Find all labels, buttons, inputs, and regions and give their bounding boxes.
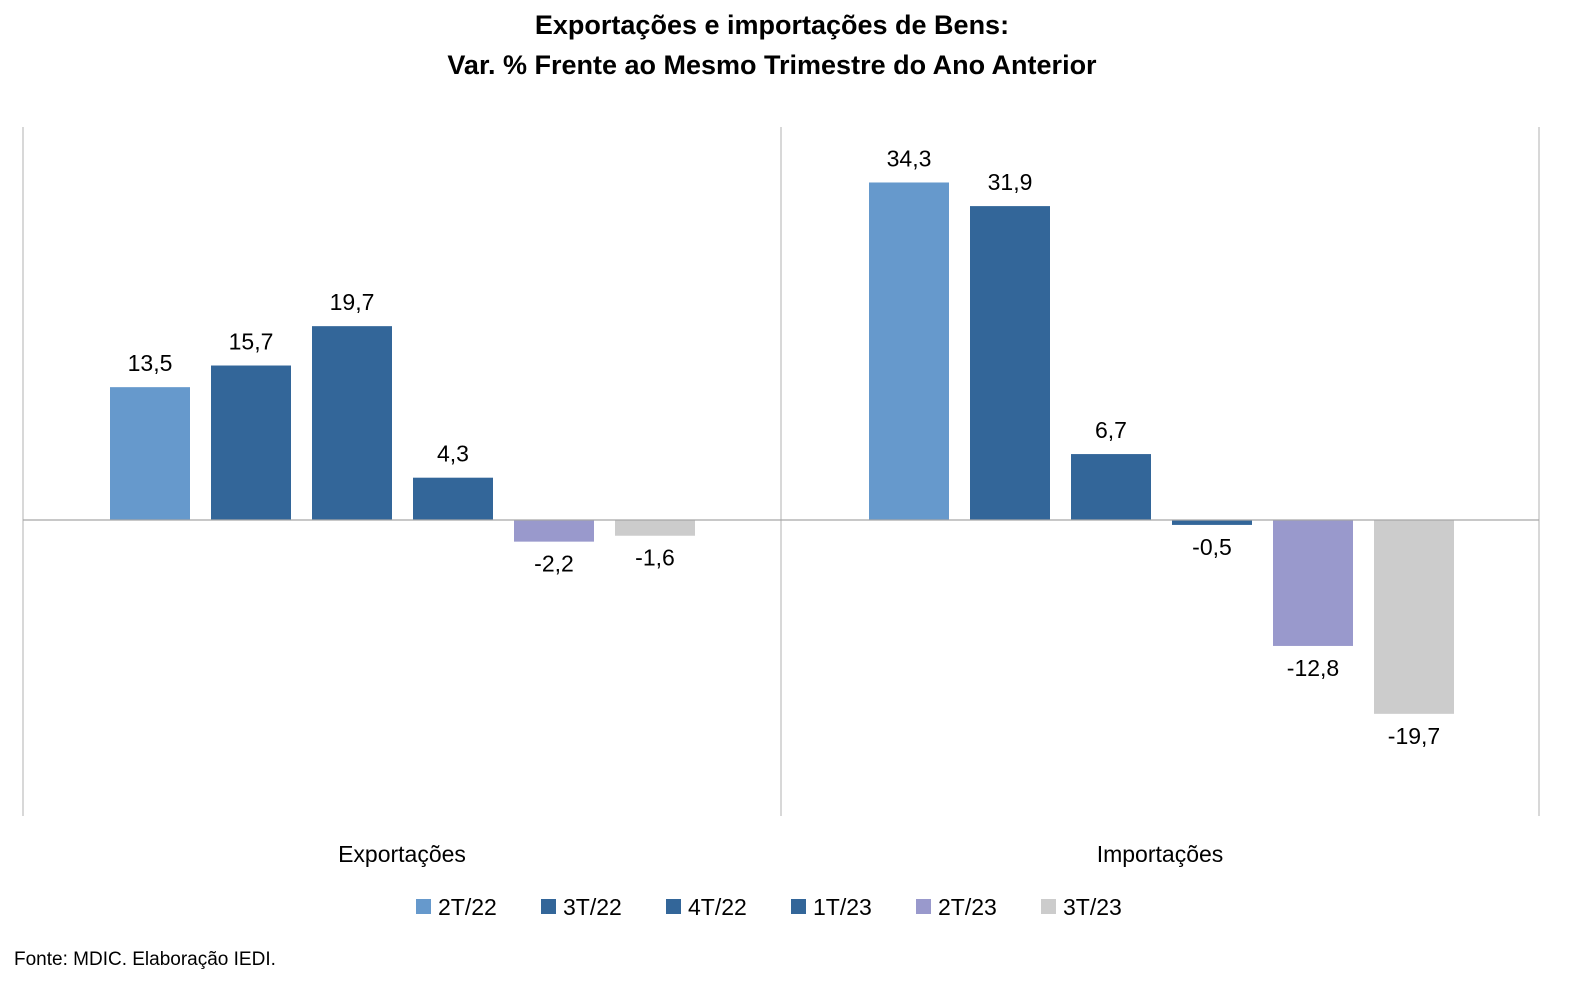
legend-swatch-4T-22 <box>666 899 681 914</box>
data-label-exportacoes-2T-23: -2,2 <box>534 551 574 577</box>
bars-group: 13,5 34,3 15,7 31,9 19,7 6,7 4,3 -0,5 -2,2 -12,8 -… <box>110 145 1454 749</box>
legend-swatch-3T-23 <box>1041 899 1056 914</box>
bar-importacoes-3T-23 <box>1374 520 1454 714</box>
data-label-importacoes-2T-23: -12,8 <box>1287 655 1339 681</box>
data-label-exportacoes-4T-22: 19,7 <box>330 289 375 315</box>
chart-title: Exportações e importações de Bens: <box>535 10 1009 40</box>
bar-exportacoes-4T-22 <box>312 326 392 520</box>
bar-exportacoes-2T-22 <box>110 387 190 520</box>
bar-exportacoes-3T-22 <box>211 365 291 520</box>
bar-exportacoes-1T-23 <box>413 477 493 520</box>
legend-label-2T-22: 2T/22 <box>438 894 497 920</box>
legend-swatch-1T-23 <box>791 899 806 914</box>
legend-label-1T-23: 1T/23 <box>813 894 872 920</box>
legend-label-3T-22: 3T/22 <box>563 894 622 920</box>
data-label-exportacoes-3T-23: -1,6 <box>635 545 675 571</box>
bar-exportacoes-3T-23 <box>615 520 695 536</box>
data-label-exportacoes-2T-22: 13,5 <box>128 350 173 376</box>
source-note: Fonte: MDIC. Elaboração IEDI. <box>14 949 276 970</box>
bar-importacoes-3T-22 <box>970 206 1050 520</box>
data-label-importacoes-1T-23: -0,5 <box>1192 534 1232 560</box>
legend-label-2T-23: 2T/23 <box>938 894 997 920</box>
data-label-importacoes-3T-23: -19,7 <box>1388 723 1440 749</box>
legend: 2T/22 3T/22 4T/22 1T/23 2T/23 3T/23 <box>416 894 1122 920</box>
legend-swatch-2T-22 <box>416 899 431 914</box>
bar-importacoes-4T-22 <box>1071 454 1151 520</box>
category-label-exportacoes: Exportações <box>338 841 466 867</box>
data-label-exportacoes-3T-22: 15,7 <box>229 329 274 355</box>
category-label-importacoes: Importações <box>1097 841 1224 867</box>
legend-label-3T-23: 3T/23 <box>1063 894 1122 920</box>
legend-swatch-2T-23 <box>916 899 931 914</box>
bar-exportacoes-2T-23 <box>514 520 594 542</box>
bar-importacoes-2T-23 <box>1273 520 1353 646</box>
legend-swatch-3T-22 <box>541 899 556 914</box>
data-label-exportacoes-1T-23: 4,3 <box>437 441 469 467</box>
bar-importacoes-1T-23 <box>1172 520 1252 525</box>
data-label-importacoes-2T-22: 34,3 <box>887 145 932 171</box>
legend-label-4T-22: 4T/22 <box>688 894 747 920</box>
data-label-importacoes-4T-22: 6,7 <box>1095 417 1127 443</box>
bar-importacoes-2T-22 <box>869 182 949 520</box>
data-label-importacoes-3T-22: 31,9 <box>988 169 1033 195</box>
chart-subtitle: Var. % Frente ao Mesmo Trimestre do Ano … <box>447 50 1097 80</box>
